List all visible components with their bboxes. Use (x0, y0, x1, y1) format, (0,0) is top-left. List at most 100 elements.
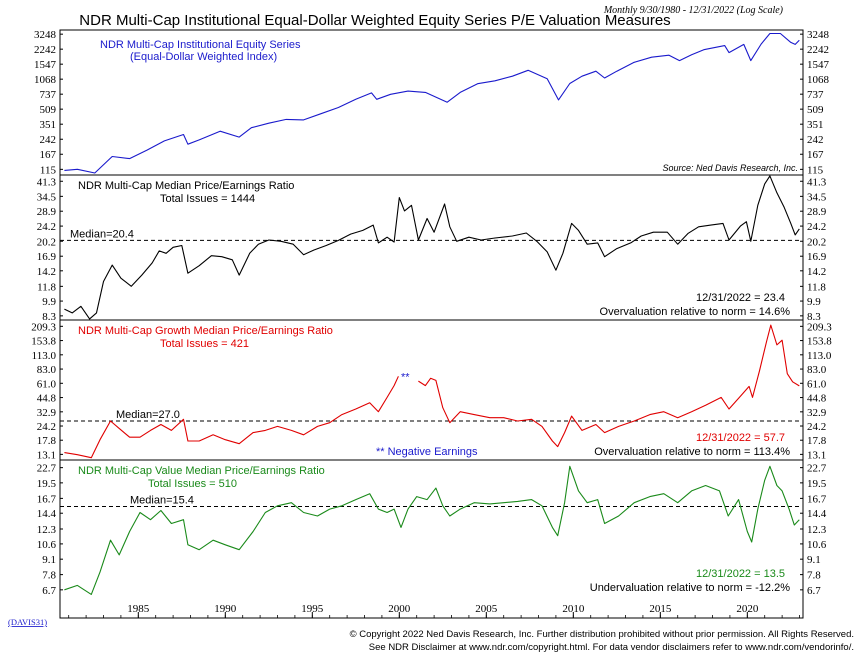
x-tick-label: 2015 (649, 603, 672, 615)
y-tick-label-right: 351 (807, 119, 824, 131)
y-tick-label-right: 19.5 (807, 478, 827, 490)
y-tick-label-right: 20.2 (807, 236, 826, 248)
y-tick-label-left: 9.9 (42, 296, 56, 308)
valuation-status: Overvaluation relative to norm = 14.6% (600, 306, 791, 318)
y-tick-label-right: 209.3 (807, 321, 832, 333)
series-line-value (64, 465, 800, 595)
panel-value: 22.7 22.7 19.5 19.5 16.7 16.7 14.4 14.4 12.3 12.3… (37, 459, 827, 597)
median-label: Median=15.4 (130, 494, 194, 506)
y-tick-label-right: 2242 (807, 44, 829, 56)
panel-title: NDR Multi-Cap Institutional Equity Serie… (100, 39, 301, 51)
y-tick-label-left: 61.0 (37, 378, 57, 390)
y-tick-label-right: 83.0 (807, 364, 827, 376)
latest-value: 12/31/2022 = 57.7 (696, 432, 785, 444)
total-issues: Total Issues = 421 (160, 338, 249, 350)
y-tick-label-right: 737 (807, 89, 824, 101)
y-tick-label-right: 22.7 (807, 463, 827, 475)
y-tick-label-right: 9.1 (807, 554, 821, 566)
y-tick-label-left: 16.9 (37, 251, 57, 263)
y-tick-label-left: 1068 (34, 74, 57, 86)
panel-price: 3248 3248 2242 2242 1547 1547 1068 1068 737 737 50… (34, 29, 830, 176)
panel-subtitle: (Equal-Dollar Weighted Index) (130, 51, 277, 63)
y-tick-label-right: 12.3 (807, 524, 827, 536)
y-tick-label-right: 3248 (807, 29, 830, 41)
y-tick-label-left: 167 (40, 149, 57, 161)
y-tick-label-left: 20.2 (37, 236, 56, 248)
y-tick-label-right: 153.8 (807, 336, 832, 348)
y-tick-label-left: 7.8 (42, 570, 56, 582)
y-tick-label-right: 113.0 (807, 350, 832, 362)
y-tick-label-right: 24.2 (807, 421, 826, 433)
y-tick-label-right: 17.8 (807, 435, 827, 447)
y-tick-label-left: 16.7 (37, 493, 57, 505)
disclaimer-line: See NDR Disclaimer at www.ndr.com/copyri… (368, 642, 854, 653)
y-tick-label-right: 509 (807, 104, 824, 116)
y-tick-label-left: 737 (40, 89, 57, 101)
y-tick-label-left: 13.1 (37, 449, 56, 461)
y-tick-label-right: 1547 (807, 59, 830, 71)
series-line-growth (64, 324, 800, 459)
y-tick-label-left: 3248 (34, 29, 57, 41)
y-tick-label-left: 209.3 (31, 321, 56, 333)
y-tick-label-left: 83.0 (37, 364, 57, 376)
copyright-line: © Copyright 2022 Ned Davis Research, Inc… (349, 629, 854, 640)
y-tick-label-left: 32.9 (37, 407, 57, 419)
x-tick-label: 1990 (214, 603, 237, 615)
y-tick-label-right: 16.9 (807, 251, 827, 263)
y-tick-label-right: 34.5 (807, 191, 827, 203)
y-tick-label-left: 11.8 (37, 281, 56, 293)
panel-title: NDR Multi-Cap Value Median Price/Earning… (78, 465, 325, 477)
y-tick-label-right: 16.7 (807, 493, 827, 505)
x-tick-label: 2010 (562, 603, 585, 615)
median-label: Median=20.4 (70, 228, 134, 240)
total-issues: Total Issues = 1444 (160, 193, 255, 205)
y-tick-label-left: 12.3 (37, 524, 57, 536)
y-tick-label-left: 6.7 (42, 585, 56, 597)
valuation-status: Overvaluation relative to norm = 113.4% (594, 446, 790, 458)
y-tick-label-left: 17.8 (37, 435, 57, 447)
y-tick-label-left: 2242 (34, 44, 56, 56)
negative-earnings-note: ** Negative Earnings (376, 446, 478, 458)
y-tick-label-left: 14.2 (37, 266, 56, 278)
y-tick-label-right: 24.2 (807, 221, 826, 233)
y-tick-label-right: 11.8 (807, 281, 826, 293)
y-tick-label-right: 14.4 (807, 508, 827, 520)
y-tick-label-right: 10.6 (807, 539, 827, 551)
y-tick-label-left: 34.5 (37, 191, 57, 203)
latest-value: 12/31/2022 = 23.4 (696, 292, 785, 304)
x-tick-label: 2020 (736, 603, 759, 615)
x-tick-label: 1985 (127, 603, 150, 615)
panel-growth: 209.3 209.3 153.8 153.8 113.0 113.0 83.0 83.0 61… (31, 319, 832, 461)
y-tick-label-left: 24.2 (37, 221, 56, 233)
y-tick-label-left: 14.4 (37, 508, 57, 520)
chart-title: NDR Multi-Cap Institutional Equal-Dollar… (79, 12, 670, 29)
y-tick-label-right: 1068 (807, 74, 830, 86)
valuation-status: Undervaluation relative to norm = -12.2% (590, 582, 790, 594)
y-tick-label-left: 10.6 (37, 539, 57, 551)
y-tick-label-left: 242 (40, 134, 57, 146)
total-issues: Total Issues = 510 (148, 478, 237, 490)
y-tick-label-right: 8.3 (807, 311, 821, 323)
panel-title: NDR Multi-Cap Growth Median Price/Earnin… (78, 325, 333, 337)
y-tick-label-left: 28.9 (37, 206, 57, 218)
y-tick-label-left: 115 (40, 164, 57, 176)
y-tick-label-right: 14.2 (807, 266, 826, 278)
series-line-price (64, 32, 800, 174)
y-tick-label-right: 44.8 (807, 393, 827, 405)
y-tick-label-left: 509 (40, 104, 57, 116)
chart-subtitle: Monthly 9/30/1980 - 12/31/2022 (Log Scal… (603, 5, 784, 16)
y-tick-label-right: 6.7 (807, 585, 821, 597)
panel-all: 41.3 41.3 34.5 34.5 28.9 28.9 24.2 24.2 20.2 20.2… (37, 174, 827, 323)
y-tick-label-right: 61.0 (807, 378, 827, 390)
y-tick-label-right: 9.9 (807, 296, 821, 308)
negative-earnings-mark: ** (401, 371, 410, 383)
y-tick-label-left: 113.0 (32, 350, 57, 362)
y-tick-label-right: 28.9 (807, 206, 827, 218)
y-tick-label-left: 9.1 (42, 554, 56, 566)
y-tick-label-left: 22.7 (37, 463, 57, 475)
chart-code[interactable]: (DAVIS31) (8, 617, 47, 627)
source-note: Source: Ned Davis Research, Inc. (662, 163, 798, 173)
y-tick-label-right: 242 (807, 134, 824, 146)
y-tick-label-left: 8.3 (42, 311, 56, 323)
y-tick-label-right: 7.8 (807, 570, 821, 582)
